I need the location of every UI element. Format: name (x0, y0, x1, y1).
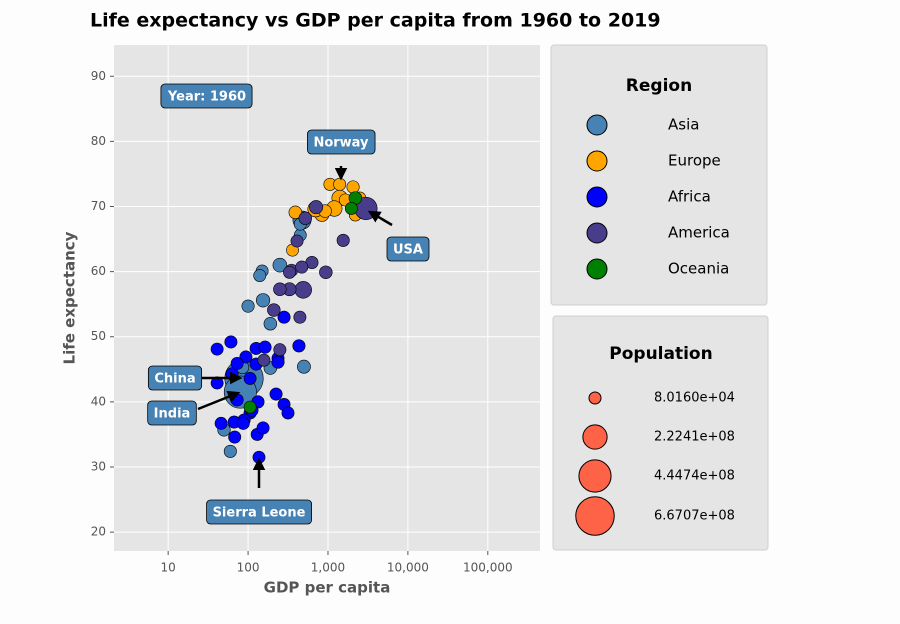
data-point (239, 350, 253, 364)
size-legend (552, 315, 769, 551)
annotation-box (206, 499, 313, 525)
legend-label: Oceania (668, 260, 729, 278)
data-point (319, 265, 333, 279)
data-point (223, 444, 237, 458)
data-point (241, 299, 255, 313)
legend-title: Region (626, 76, 692, 96)
legend-label: Asia (668, 116, 699, 134)
size-legend-marker (578, 459, 612, 493)
size-legend-label: 2.2241e+08 (654, 430, 735, 445)
data-point (267, 303, 281, 317)
data-point (283, 265, 296, 279)
year-label: Year: 1960 (167, 90, 246, 105)
data-point (292, 339, 306, 353)
data-point (277, 310, 291, 324)
annotation-arrow (197, 390, 241, 411)
y-tick-label: 50 (91, 329, 106, 343)
annotation: USA (393, 243, 423, 258)
annotation-box (147, 400, 197, 426)
data-point (243, 400, 257, 414)
y-tick-label: 30 (91, 459, 106, 473)
size-legend-marker (588, 391, 602, 405)
x-axis-label: GDP per capita (264, 579, 391, 597)
data-point (210, 342, 224, 356)
size-legend-label: 8.0160e+04 (654, 391, 735, 406)
x-tick-label: 10 (161, 561, 176, 575)
legend-marker (586, 114, 608, 136)
y-axis-label: Life expectancy (61, 231, 79, 364)
data-point (224, 335, 238, 349)
annotation: China (154, 372, 195, 387)
data-point (228, 430, 242, 444)
data-point (294, 281, 312, 299)
x-tick-label: 10,000 (387, 561, 429, 575)
data-point (288, 205, 303, 220)
data-point (333, 177, 347, 191)
data-point (271, 355, 285, 369)
size-legend-marker (575, 496, 615, 536)
data-point (243, 372, 257, 385)
legend-label: America (668, 224, 730, 242)
annotation: Sierra Leone (213, 506, 306, 521)
data-point (272, 257, 288, 273)
data-point (214, 416, 228, 430)
size-legend-label: 6.6707e+08 (654, 509, 735, 524)
data-point (309, 200, 324, 215)
data-point (298, 211, 312, 225)
legend-marker (586, 258, 608, 280)
annotation-arrow (367, 210, 393, 227)
data-point (297, 359, 311, 374)
data-point (295, 260, 309, 274)
x-tick-label: 100,000 (463, 561, 513, 575)
region-legend (550, 44, 768, 306)
data-point (293, 310, 307, 324)
legend-marker (586, 222, 608, 244)
data-point (344, 202, 358, 215)
data-point (290, 234, 304, 248)
size-legend-label: 4.4474e+08 (654, 469, 735, 484)
data-point (255, 293, 271, 308)
data-point (269, 387, 283, 401)
data-point (257, 353, 271, 367)
size-legend-title: Population (609, 344, 712, 364)
data-point (230, 357, 244, 370)
x-tick-label: 1,000 (311, 561, 345, 575)
annotation-box (386, 236, 430, 262)
data-point (263, 317, 278, 331)
y-tick-label: 90 (91, 69, 106, 83)
data-point (253, 269, 267, 282)
data-point (258, 340, 272, 354)
data-point (256, 421, 270, 435)
legend-label: Africa (668, 188, 711, 206)
annotation: India (154, 407, 191, 422)
y-tick-label: 60 (91, 264, 106, 278)
data-point (273, 282, 287, 296)
data-point (281, 406, 295, 420)
y-tick-label: 20 (91, 525, 106, 539)
y-tick-label: 70 (91, 199, 106, 213)
y-tick-label: 40 (91, 394, 106, 408)
data-point (346, 180, 360, 194)
year-label-box (160, 83, 253, 109)
annotation-box (147, 365, 203, 391)
y-tick-label: 80 (91, 134, 106, 148)
x-tick-label: 100 (237, 561, 260, 575)
data-point (273, 343, 287, 357)
annotation: Norway (313, 136, 369, 151)
chart-title: Life expectancy vs GDP per capita from 1… (90, 10, 661, 32)
annotation-box (307, 129, 376, 155)
legend-marker (586, 150, 608, 172)
size-legend-marker (582, 424, 608, 450)
data-point (236, 416, 250, 430)
plot-area (114, 45, 540, 551)
legend-marker (586, 186, 608, 208)
legend-label: Europe (668, 152, 721, 170)
data-point (336, 233, 350, 247)
